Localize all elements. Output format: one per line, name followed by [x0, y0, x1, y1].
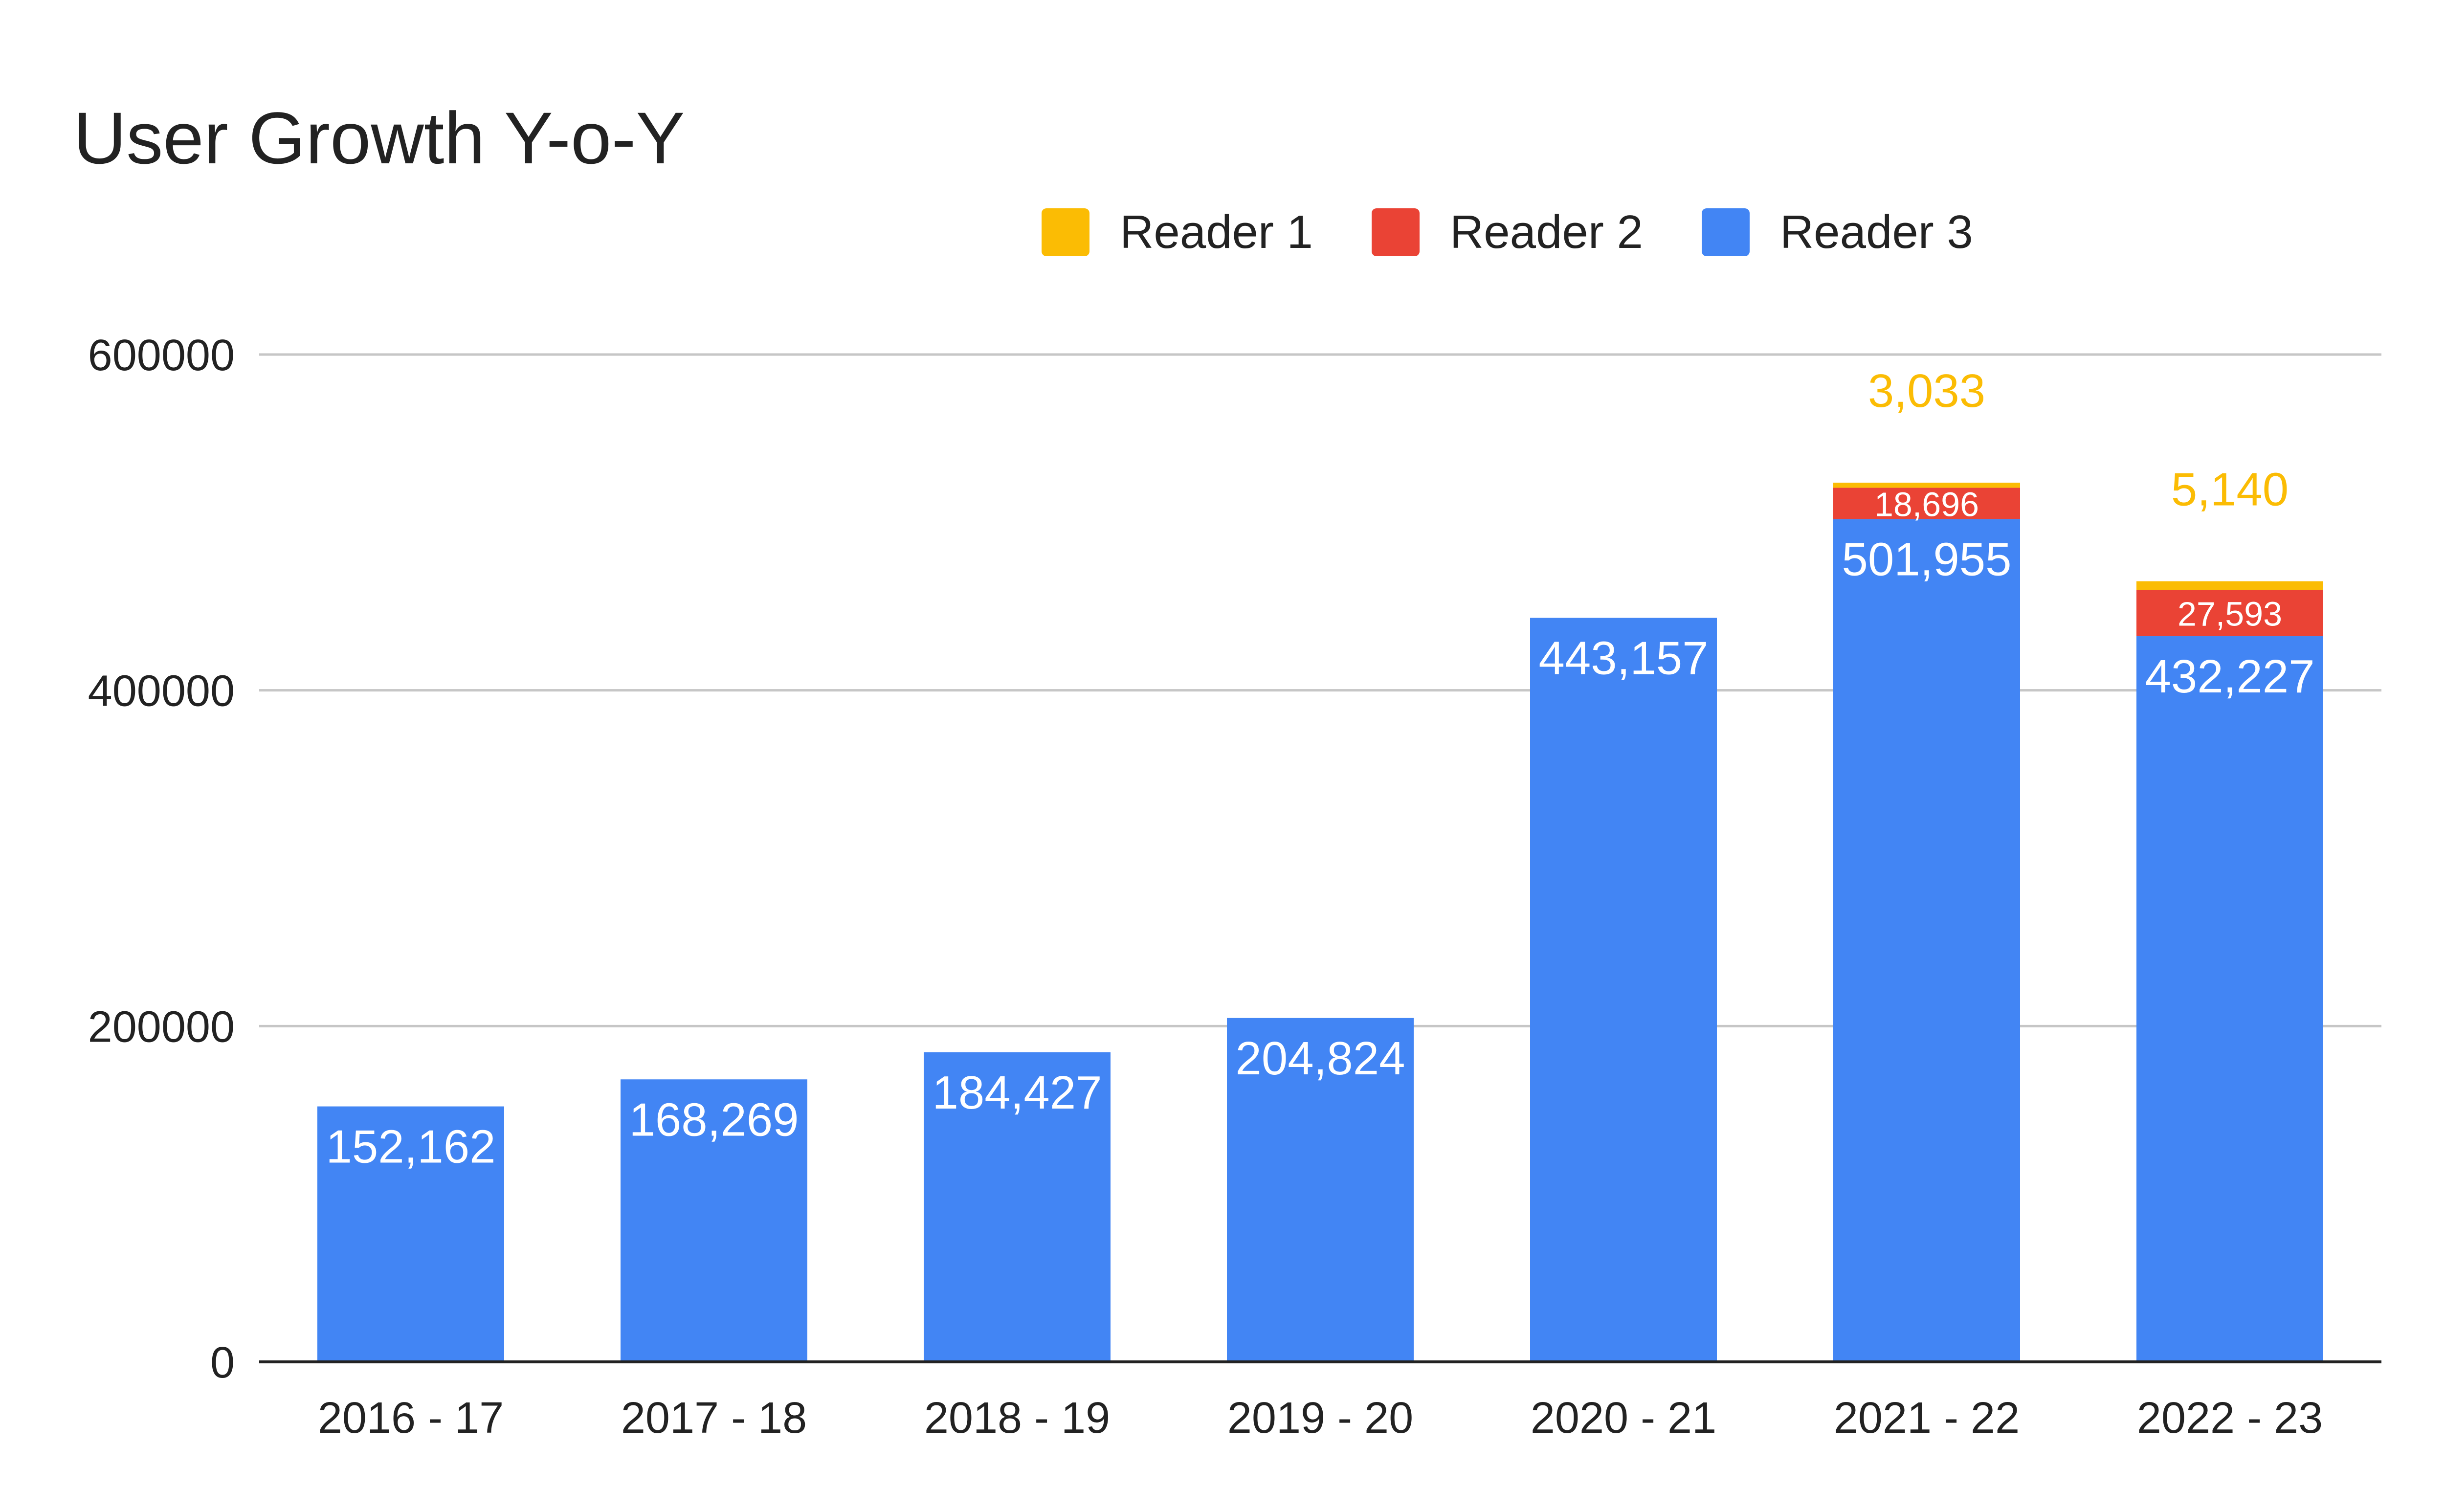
legend-label: Reader 3: [1779, 206, 1973, 258]
data-label-reader-2: 27,593: [2178, 595, 2282, 633]
data-label-reader-2: 18,696: [1874, 486, 1979, 524]
x-tick-label: 2017 - 18: [621, 1394, 807, 1443]
x-tick-label: 2019 - 20: [1227, 1394, 1413, 1443]
bar-reader-2: [2136, 590, 2323, 637]
x-tick-label: 2016 - 17: [318, 1394, 504, 1443]
legend-label: Reader 1: [1120, 206, 1313, 258]
bar-reader-3: [317, 1106, 504, 1362]
data-label-reader-3: 501,955: [1842, 534, 2011, 586]
chart-title: User Growth Y-o-Y: [73, 97, 685, 179]
bar-reader-2: [1833, 488, 2020, 519]
bar-reader-3: [1530, 618, 1717, 1362]
legend-item: Reader 3: [1701, 205, 1973, 259]
data-label-reader-3: 443,157: [1538, 632, 1708, 684]
data-label-reader-3: 152,162: [326, 1121, 495, 1173]
y-tick-label: 0: [210, 1338, 235, 1387]
bar-reader-1: [1833, 483, 2020, 488]
data-label-reader-1: 3,033: [1868, 365, 1985, 417]
bar-reader-3: [1227, 1018, 1414, 1362]
bar-reader-1: [2136, 581, 2323, 590]
data-label-reader-3: 204,824: [1235, 1032, 1405, 1085]
y-tick-label: 400000: [88, 667, 235, 716]
y-tick-label: 600000: [88, 331, 235, 380]
bar-reader-3: [621, 1079, 807, 1362]
legend-swatch: [1701, 208, 1750, 256]
legend-item: Reader 1: [1042, 205, 1313, 259]
x-tick-label: 2021 - 22: [1834, 1394, 2020, 1443]
legend-item: Reader 2: [1371, 205, 1643, 259]
x-tick-label: 2020 - 21: [1531, 1394, 1716, 1443]
data-label-reader-3: 432,227: [2145, 650, 2314, 703]
legend-swatch: [1042, 208, 1089, 256]
x-tick-label: 2022 - 23: [2137, 1394, 2323, 1443]
data-label-reader-1: 5,140: [2171, 464, 2289, 516]
x-tick-label: 2018 - 19: [924, 1394, 1110, 1443]
bar-reader-3: [2136, 636, 2323, 1362]
bar-reader-3: [924, 1052, 1111, 1362]
legend-label: Reader 2: [1449, 206, 1643, 258]
data-label-reader-3: 168,269: [629, 1093, 799, 1146]
y-tick-label: 200000: [88, 1002, 235, 1051]
legend: Reader 1 Reader 2 Reader 3: [1042, 205, 2032, 259]
bar-reader-3: [1833, 519, 2020, 1362]
legend-swatch: [1371, 208, 1420, 256]
data-label-reader-3: 184,427: [932, 1067, 1102, 1119]
